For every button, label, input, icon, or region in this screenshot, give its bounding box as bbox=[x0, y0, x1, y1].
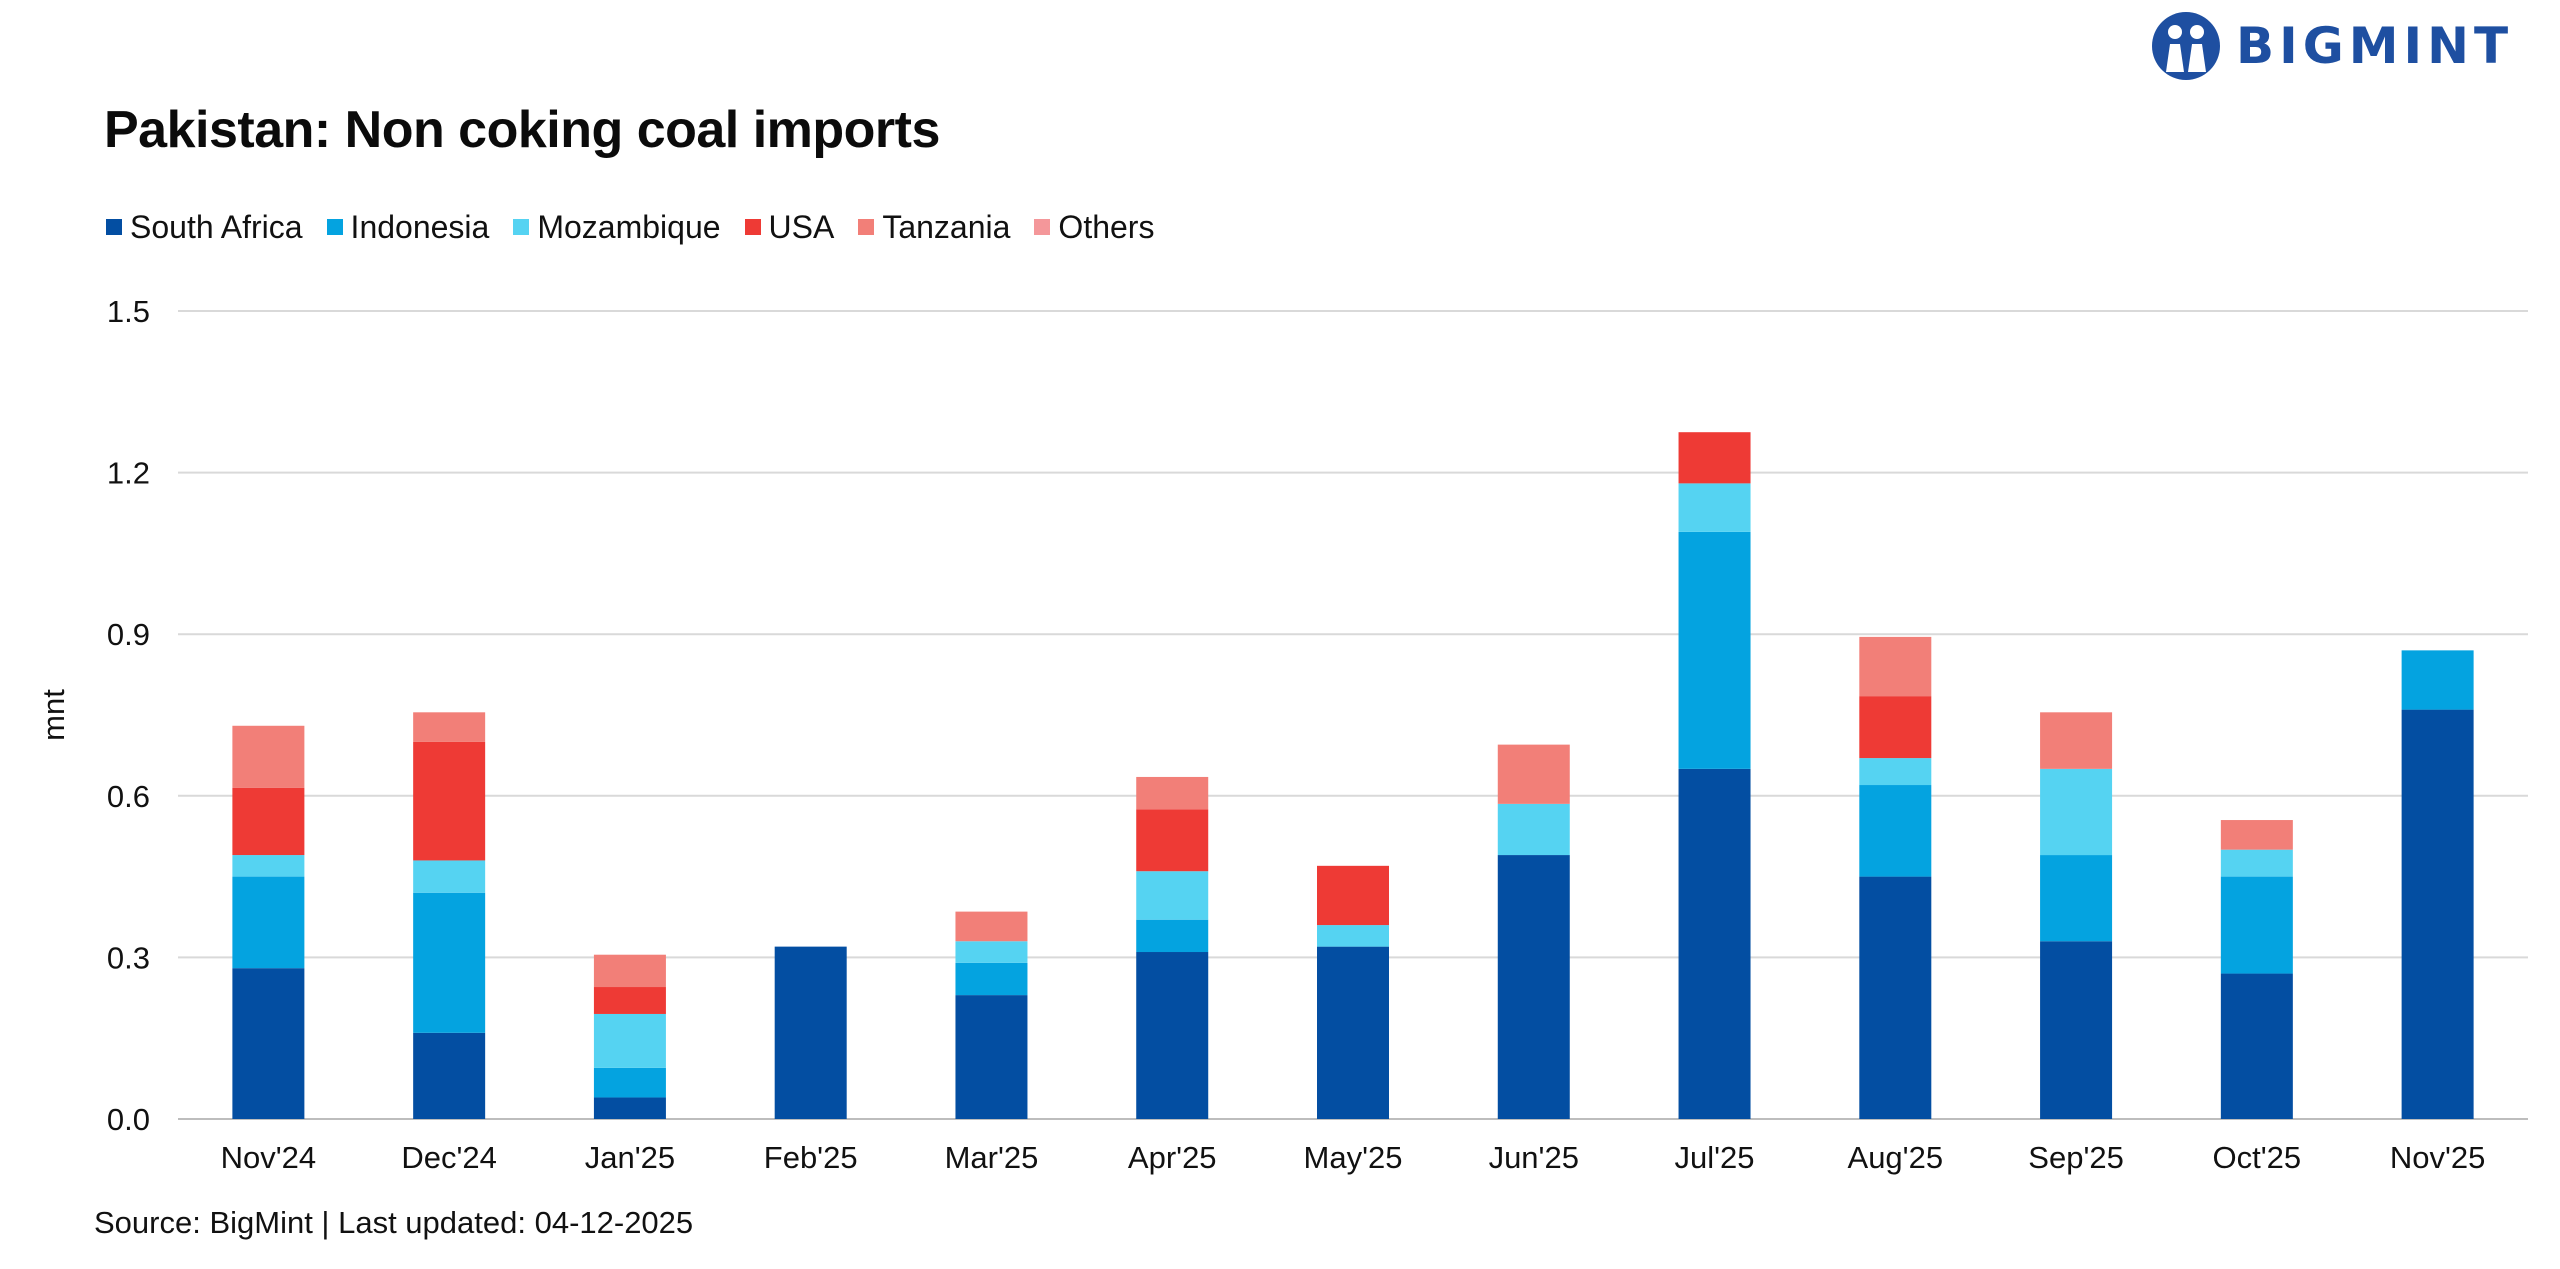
x-tick-label: Jul'25 bbox=[1675, 1140, 1755, 1175]
bar-usa bbox=[232, 787, 305, 856]
bar-south-africa bbox=[2401, 709, 2474, 1119]
bar-indonesia bbox=[593, 1067, 666, 1098]
bar-indonesia bbox=[955, 962, 1028, 996]
legend-swatch bbox=[1034, 219, 1051, 235]
x-tick-label: Jan'25 bbox=[585, 1140, 675, 1175]
legend-label: South Africa bbox=[130, 208, 303, 245]
y-tick-label: 1.2 bbox=[107, 456, 150, 491]
bar-mozambique bbox=[413, 860, 486, 893]
x-tick-label: Sep'25 bbox=[2028, 1140, 2124, 1175]
bar-south-africa bbox=[593, 1097, 666, 1119]
legend-item: South Africa bbox=[106, 209, 303, 246]
y-tick-label: 1.5 bbox=[107, 294, 150, 329]
x-tick-label: Aug'25 bbox=[1848, 1140, 1944, 1175]
legend-swatch bbox=[744, 219, 761, 235]
bar-mozambique bbox=[2220, 849, 2293, 877]
brand-logo: BIGMINT bbox=[2150, 6, 2513, 86]
chart-legend: South Africa Indonesia Mozambique USA Tanzan… bbox=[106, 205, 1178, 249]
legend-label: USA bbox=[768, 208, 835, 245]
legend-item: Others bbox=[1034, 209, 1154, 246]
legend-item: Tanzania bbox=[858, 209, 1010, 246]
legend-label: Mozambique bbox=[537, 208, 721, 245]
bar-tanzania bbox=[232, 725, 305, 788]
y-axis-label: mnt bbox=[36, 689, 71, 741]
bar-mozambique bbox=[2040, 768, 2113, 856]
x-tick-label: Nov'25 bbox=[2390, 1140, 2486, 1175]
bar-tanzania bbox=[413, 712, 486, 742]
bar-mozambique bbox=[955, 941, 1028, 963]
y-tick-label: 0.9 bbox=[107, 617, 150, 652]
bar-tanzania bbox=[1859, 636, 1932, 697]
legend-label: Others bbox=[1058, 208, 1155, 245]
bar-south-africa bbox=[413, 1032, 486, 1119]
bar-indonesia bbox=[1678, 531, 1751, 769]
x-tick-label: Dec'24 bbox=[401, 1140, 497, 1175]
x-tick-label: Oct'25 bbox=[2213, 1140, 2302, 1175]
bar-mozambique bbox=[232, 855, 305, 877]
bar-tanzania bbox=[593, 954, 666, 988]
chart-title: Pakistan: Non coking coal imports bbox=[104, 101, 940, 159]
bar-mozambique bbox=[1859, 758, 1932, 786]
bar-usa bbox=[1678, 432, 1751, 484]
logo-text: BIGMINT bbox=[2236, 17, 2514, 75]
bar-indonesia bbox=[413, 892, 486, 1033]
legend-item: Mozambique bbox=[513, 208, 721, 246]
bar-indonesia bbox=[1136, 919, 1209, 953]
legend-swatch bbox=[106, 219, 122, 235]
x-tick-label: May'25 bbox=[1304, 1140, 1403, 1175]
bar-indonesia bbox=[2401, 650, 2474, 710]
bar-south-africa bbox=[232, 968, 305, 1119]
bar-tanzania bbox=[2040, 712, 2113, 769]
y-tick-label: 0.0 bbox=[107, 1102, 150, 1137]
x-tick-label: Mar'25 bbox=[945, 1140, 1039, 1175]
bar-tanzania bbox=[1497, 744, 1570, 804]
bar-tanzania bbox=[1136, 776, 1209, 810]
bar-south-africa bbox=[1136, 952, 1209, 1119]
bar-south-africa bbox=[1497, 855, 1570, 1119]
x-tick-label: Apr'25 bbox=[1128, 1140, 1217, 1175]
bar-mozambique bbox=[1678, 483, 1751, 532]
bar-indonesia bbox=[2040, 855, 2113, 942]
source-note: Source: BigMint | Last updated: 04-12-20… bbox=[94, 1205, 694, 1240]
bar-mozambique bbox=[1317, 925, 1389, 947]
bar-south-africa bbox=[1859, 876, 1932, 1119]
y-tick-label: 0.6 bbox=[107, 779, 150, 814]
x-tick-label: Feb'25 bbox=[764, 1140, 858, 1175]
bar-south-africa bbox=[2040, 941, 2113, 1119]
bar-tanzania bbox=[2220, 820, 2293, 850]
bar-south-africa bbox=[955, 995, 1028, 1119]
legend-item: USA bbox=[744, 208, 835, 246]
bigmint-emblem-icon bbox=[2152, 12, 2220, 80]
bar-mozambique bbox=[593, 1013, 666, 1068]
bar-indonesia bbox=[2220, 876, 2293, 974]
bar-usa bbox=[1136, 809, 1209, 872]
x-tick-label: Jun'25 bbox=[1489, 1140, 1579, 1175]
bar-tanzania bbox=[955, 911, 1028, 942]
bar-indonesia bbox=[232, 876, 305, 969]
legend-swatch bbox=[858, 219, 875, 235]
bar-south-africa bbox=[774, 946, 847, 1119]
bar-usa bbox=[1317, 865, 1389, 926]
bar-usa bbox=[1859, 696, 1932, 759]
legend-label: Tanzania bbox=[882, 208, 1011, 245]
x-tick-label: Nov'24 bbox=[221, 1140, 317, 1175]
bar-south-africa bbox=[1678, 768, 1751, 1119]
bar-mozambique bbox=[1136, 871, 1209, 920]
bar-usa bbox=[593, 987, 666, 1014]
bar-usa bbox=[413, 741, 486, 861]
legend-swatch bbox=[513, 219, 530, 235]
legend-swatch bbox=[326, 219, 343, 235]
bar-mozambique bbox=[1497, 803, 1570, 856]
legend-item: Indonesia bbox=[326, 208, 490, 246]
legend-label: Indonesia bbox=[350, 208, 490, 245]
bar-south-africa bbox=[1317, 946, 1389, 1119]
bar-south-africa bbox=[2220, 973, 2293, 1119]
bar-indonesia bbox=[1859, 785, 1932, 877]
y-tick-label: 0.3 bbox=[107, 940, 150, 975]
